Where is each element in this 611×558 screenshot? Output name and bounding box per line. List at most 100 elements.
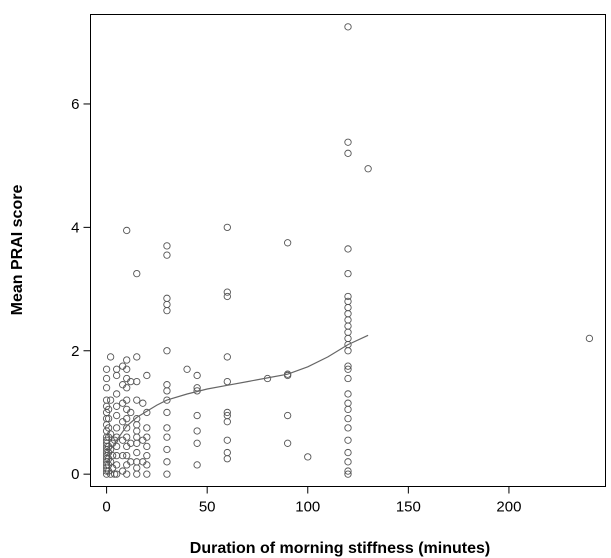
data-point — [283, 439, 292, 447]
x-tick-label: 200 — [496, 499, 521, 516]
data-point — [143, 470, 151, 478]
y-axis-label: Mean PRAI score — [9, 185, 26, 316]
data-point — [223, 353, 231, 361]
data-point — [223, 377, 231, 386]
data-point — [163, 408, 171, 417]
data-point — [163, 381, 171, 389]
data-point — [193, 461, 201, 469]
data-point — [113, 424, 121, 432]
data-point — [106, 353, 115, 361]
plot-frame — [90, 14, 606, 487]
data-point — [163, 251, 171, 259]
data-point — [113, 402, 121, 410]
data-point — [193, 371, 201, 380]
data-point — [123, 396, 131, 404]
data-point — [123, 452, 131, 460]
data-point — [123, 226, 131, 235]
data-point — [304, 453, 312, 461]
data-point — [364, 165, 372, 173]
data-point — [113, 470, 121, 478]
data-point — [163, 300, 171, 309]
x-tick-label: 100 — [295, 499, 320, 516]
scatter-points — [102, 23, 594, 478]
y-tick-label: 2 — [71, 343, 79, 360]
data-point — [223, 455, 231, 463]
data-point — [223, 223, 231, 232]
data-point — [344, 405, 352, 414]
data-point — [344, 399, 352, 407]
data-point — [344, 458, 352, 466]
data-point — [344, 448, 352, 457]
data-point — [344, 297, 352, 306]
y-tick-label: 0 — [71, 466, 79, 483]
data-point — [113, 371, 121, 380]
data-point — [344, 362, 352, 370]
data-point — [163, 445, 171, 454]
data-point — [127, 408, 135, 417]
data-point — [113, 411, 121, 420]
data-point — [344, 328, 352, 336]
data-point — [344, 316, 352, 324]
data-point — [102, 384, 111, 392]
smoothed-trend-line — [106, 334, 369, 457]
data-point — [110, 470, 119, 478]
data-point — [163, 242, 171, 250]
data-point — [344, 365, 352, 373]
data-point — [193, 411, 201, 420]
data-point — [193, 439, 201, 447]
data-point — [123, 384, 131, 392]
data-point — [133, 448, 141, 457]
data-point — [344, 347, 352, 355]
data-point — [119, 452, 127, 460]
data-point — [283, 411, 292, 420]
data-point — [344, 436, 352, 444]
data-point — [143, 433, 151, 441]
data-point — [344, 303, 352, 312]
x-axis: 0 50 100 150 200 — [102, 486, 521, 516]
data-point — [344, 23, 352, 31]
data-point — [133, 458, 141, 466]
data-point — [344, 334, 352, 343]
data-point — [283, 239, 292, 247]
data-point — [123, 424, 131, 432]
data-point — [133, 470, 141, 478]
data-point — [123, 470, 131, 478]
data-point — [123, 433, 131, 441]
data-point — [133, 414, 141, 423]
data-point — [133, 439, 141, 447]
data-point — [344, 424, 352, 432]
data-point — [163, 387, 171, 395]
data-point — [133, 421, 141, 429]
data-point — [143, 371, 151, 380]
data-point — [113, 442, 121, 451]
data-point — [163, 347, 171, 355]
data-point — [163, 294, 171, 302]
x-tick-label: 0 — [102, 499, 110, 516]
data-point — [344, 322, 352, 330]
x-axis-label: Duration of morning stiffness (minutes) — [190, 540, 490, 557]
data-point — [223, 292, 231, 301]
data-point — [344, 138, 352, 146]
data-point — [344, 414, 352, 423]
data-point — [223, 288, 231, 296]
data-point — [344, 374, 352, 383]
data-point — [344, 292, 352, 301]
data-point — [163, 433, 171, 441]
data-point — [108, 452, 117, 460]
data-point — [344, 149, 352, 157]
data-point — [223, 436, 231, 444]
data-point — [163, 307, 171, 315]
data-point — [163, 396, 171, 404]
data-point — [223, 448, 231, 457]
data-point — [133, 377, 141, 386]
data-point — [133, 353, 141, 361]
data-point — [113, 390, 121, 398]
x-tick-label: 150 — [396, 499, 421, 516]
data-point — [163, 470, 171, 478]
data-point — [163, 424, 171, 432]
data-point — [344, 310, 352, 318]
data-point — [344, 467, 352, 475]
data-point — [143, 442, 151, 451]
data-point — [344, 470, 352, 478]
